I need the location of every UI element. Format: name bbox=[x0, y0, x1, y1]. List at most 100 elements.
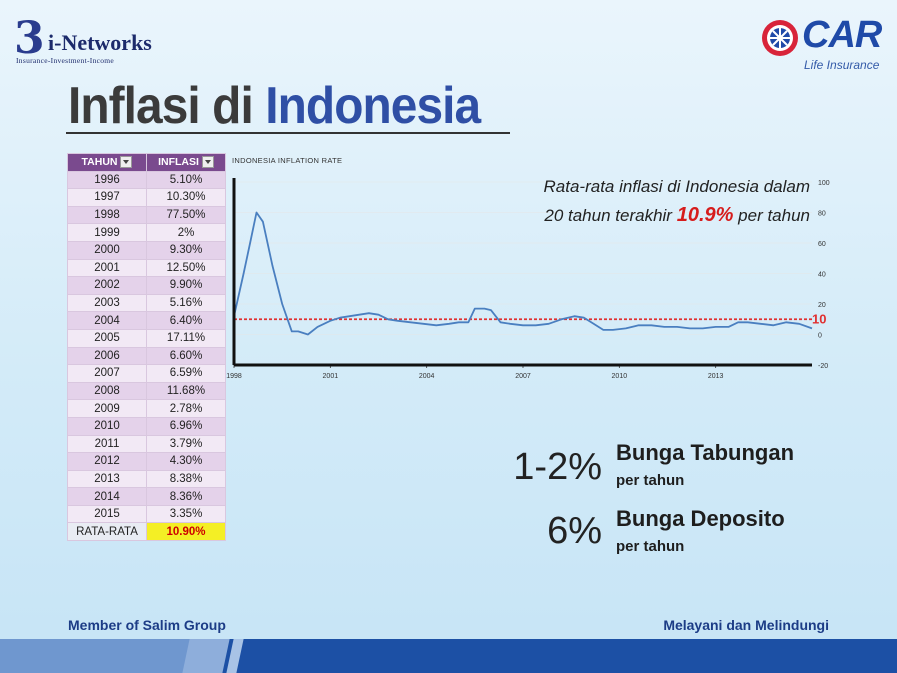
average-value: 10.90% bbox=[146, 522, 226, 542]
table-row: 2006 6.60% bbox=[67, 346, 226, 366]
car-subtitle: Life Insurance bbox=[804, 58, 880, 72]
table-row: 2008 11.68% bbox=[67, 381, 226, 401]
annotation-line-2: 20 tahun terakhir 10.9% per tahun bbox=[544, 204, 810, 226]
table-body: 1996 5.10% 1997 10.30% 1998 77.50% 1999 2% 2000 9… bbox=[67, 170, 226, 542]
x-tick-label: 2007 bbox=[515, 373, 531, 380]
annotation-value: 10.9% bbox=[676, 204, 734, 226]
table-row: 2007 6.59% bbox=[67, 364, 226, 383]
deposit-rate-value: 6% bbox=[547, 510, 602, 552]
title-underline bbox=[66, 132, 510, 134]
y-tick-label: 20 bbox=[818, 302, 826, 309]
inflation-cell: 2% bbox=[146, 223, 226, 242]
table-row: 2011 3.79% bbox=[67, 434, 226, 454]
y-tick-label: -20 bbox=[818, 363, 828, 370]
table-row: 2005 17.11% bbox=[67, 328, 226, 348]
series-group bbox=[233, 211, 813, 336]
car-logo: CAR Life Insurance bbox=[760, 14, 882, 74]
deposit-rate-unit: per tahun bbox=[616, 538, 685, 555]
title-part-2: Indonesia bbox=[265, 77, 481, 135]
table-row: 2012 4.30% bbox=[67, 452, 226, 471]
table-row: 1998 77.50% bbox=[67, 205, 226, 225]
year-cell: 2011 bbox=[67, 434, 147, 454]
year-cell: 1997 bbox=[67, 188, 147, 207]
filter-dropdown-icon[interactable] bbox=[201, 156, 214, 169]
year-cell: 2001 bbox=[67, 258, 147, 278]
average-annotation: Rata-rata inflasi di Indonesia dalam 20 … bbox=[440, 173, 810, 230]
title-part-1: Inflasi di bbox=[68, 77, 254, 135]
wheel-icon bbox=[762, 20, 798, 56]
y-tick-label: 40 bbox=[818, 272, 826, 279]
year-cell: 2008 bbox=[67, 381, 147, 401]
logo-mark: 3 bbox=[14, 13, 45, 64]
table-row: 2009 2.78% bbox=[67, 399, 226, 418]
table-row: 2003 5.16% bbox=[67, 293, 226, 313]
table-row: 2002 9.90% bbox=[67, 276, 226, 295]
x-tick-label: 2013 bbox=[708, 373, 724, 380]
inflation-cell: 10.30% bbox=[146, 188, 226, 207]
deposit-rate-name: Bunga Deposito bbox=[616, 506, 785, 531]
chart-ticks: 100 80 60 40 20 0 -20 1998 2001 2004 2007 2010 2013 bbox=[226, 180, 830, 380]
reference-line-group: 10 bbox=[234, 311, 826, 326]
table-row: 2004 6.40% bbox=[67, 311, 226, 330]
year-cell: 2007 bbox=[67, 364, 147, 383]
logo-tagline: Insurance-Investment-Income bbox=[16, 56, 115, 65]
year-cell: 2002 bbox=[67, 276, 147, 295]
page-title: Inflasi di Indonesia bbox=[68, 76, 481, 136]
inflation-cell: 17.11% bbox=[146, 328, 226, 348]
year-cell: 2012 bbox=[67, 452, 147, 471]
table-row: 2014 8.36% bbox=[67, 487, 226, 506]
y-tick-label: 100 bbox=[818, 180, 830, 187]
filter-dropdown-icon[interactable] bbox=[120, 156, 133, 169]
inflation-table: TAHUN INFLASI 1996 5.10% 1997 10.30% 1998 77.… bbox=[67, 153, 226, 542]
inflation-cell: 9.90% bbox=[146, 276, 226, 295]
year-cell: 2003 bbox=[67, 293, 147, 313]
footer-right-text: Melayani dan Melindungi bbox=[663, 617, 829, 633]
inflation-cell: 8.36% bbox=[146, 487, 226, 506]
x-tick-label: 2001 bbox=[323, 373, 339, 380]
year-cell: 2010 bbox=[67, 416, 147, 436]
year-cell: 2015 bbox=[67, 504, 147, 524]
savings-rate-name: Bunga Tabungan bbox=[616, 440, 795, 465]
year-cell: 2014 bbox=[67, 487, 147, 506]
table-row: 2010 6.96% bbox=[67, 416, 226, 436]
reference-line-label: 10 bbox=[812, 311, 826, 326]
year-cell: 1996 bbox=[67, 170, 147, 190]
inflation-cell: 3.35% bbox=[146, 504, 226, 524]
inflation-cell: 4.30% bbox=[146, 452, 226, 471]
header-inflation[interactable]: INFLASI bbox=[146, 153, 226, 172]
logo-brand-name: i-Networks bbox=[48, 30, 152, 55]
x-tick-label: 1998 bbox=[226, 373, 242, 380]
annotation-line-1: Rata-rata inflasi di Indonesia dalam bbox=[543, 177, 810, 196]
inflation-cell: 5.10% bbox=[146, 170, 226, 190]
footer-stripe bbox=[226, 639, 244, 673]
year-cell: 2013 bbox=[67, 469, 147, 489]
table-row: 1997 10.30% bbox=[67, 188, 226, 207]
year-cell: 2000 bbox=[67, 240, 147, 260]
footer-stripe bbox=[0, 639, 194, 673]
y-tick-label: 60 bbox=[818, 241, 826, 248]
x-tick-label: 2004 bbox=[419, 373, 435, 380]
inflation-cell: 2.78% bbox=[146, 399, 226, 418]
average-row: RATA-RATA 10.90% bbox=[67, 522, 226, 542]
header-year[interactable]: TAHUN bbox=[67, 153, 147, 172]
table-row: 2013 8.38% bbox=[67, 469, 226, 489]
year-cell: 2006 bbox=[67, 346, 147, 366]
footer-band bbox=[0, 639, 897, 673]
y-tick-label: 80 bbox=[818, 211, 826, 218]
year-cell: 1998 bbox=[67, 205, 147, 225]
inflation-cell: 12.50% bbox=[146, 258, 226, 278]
inflation-cell: 11.68% bbox=[146, 381, 226, 401]
inflation-cell: 77.50% bbox=[146, 205, 226, 225]
inflation-cell: 6.59% bbox=[146, 364, 226, 383]
3i-networks-logo: 3 i-Networks Insurance-Investment-Income bbox=[14, 16, 164, 66]
average-label: RATA-RATA bbox=[67, 522, 147, 542]
footer-stripe bbox=[182, 639, 230, 673]
savings-rate-unit: per tahun bbox=[616, 472, 685, 489]
inflation-cell: 6.40% bbox=[146, 311, 226, 330]
inflation-series-line bbox=[233, 211, 813, 336]
savings-rate-value: 1-2% bbox=[513, 446, 602, 488]
year-cell: 2009 bbox=[67, 399, 147, 418]
inflation-cell: 6.60% bbox=[146, 346, 226, 366]
year-cell: 1999 bbox=[67, 223, 147, 242]
table-row: 2015 3.35% bbox=[67, 504, 226, 524]
